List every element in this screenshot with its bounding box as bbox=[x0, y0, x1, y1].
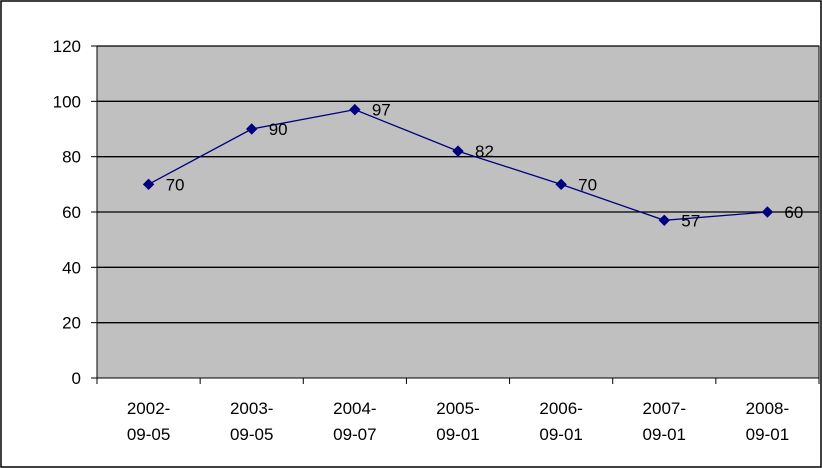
data-point-marker bbox=[246, 123, 258, 135]
data-point-marker bbox=[761, 206, 774, 218]
x-tick-label: 2006-09-01 bbox=[539, 399, 582, 444]
data-labels: 70 90 97 82 70 57 60 bbox=[166, 101, 804, 231]
data-point-marker bbox=[349, 103, 361, 116]
y-tick-label: 0 bbox=[72, 369, 81, 388]
x-tick-label: 2002-09-05 bbox=[127, 399, 170, 444]
y-tick-label: 40 bbox=[62, 258, 81, 277]
data-label: 82 bbox=[475, 142, 494, 161]
gridlines bbox=[97, 45, 819, 324]
y-tick-label: 120 bbox=[53, 37, 81, 56]
data-label: 90 bbox=[269, 120, 288, 139]
x-axis: 2002-09-05 2003-09-05 2004-09-07 2005-09-01… bbox=[96, 377, 820, 444]
data-label: 57 bbox=[681, 211, 700, 230]
y-axis: 0 20 40 60 80 100 120 bbox=[53, 37, 98, 388]
y-tick-label: 100 bbox=[53, 92, 81, 111]
data-label: 60 bbox=[784, 203, 803, 222]
series bbox=[142, 103, 774, 227]
y-tick-label: 80 bbox=[62, 148, 81, 167]
data-point-marker bbox=[142, 178, 155, 191]
data-label: 70 bbox=[166, 175, 185, 194]
x-tick-label: 2004-09-07 bbox=[333, 399, 376, 444]
x-tick-label: 2008-09-01 bbox=[746, 399, 789, 444]
data-point-marker bbox=[658, 214, 670, 227]
y-tick-label: 20 bbox=[62, 314, 81, 333]
x-tick-label: 2003-09-05 bbox=[230, 399, 273, 444]
data-point-marker bbox=[555, 178, 567, 191]
data-label: 70 bbox=[578, 175, 597, 194]
data-point-marker bbox=[452, 145, 464, 157]
data-label: 97 bbox=[372, 101, 391, 120]
x-tick-label: 2007-09-01 bbox=[643, 399, 686, 444]
y-tick-label: 60 bbox=[62, 203, 81, 222]
x-tick-label: 2005-09-01 bbox=[436, 399, 479, 444]
